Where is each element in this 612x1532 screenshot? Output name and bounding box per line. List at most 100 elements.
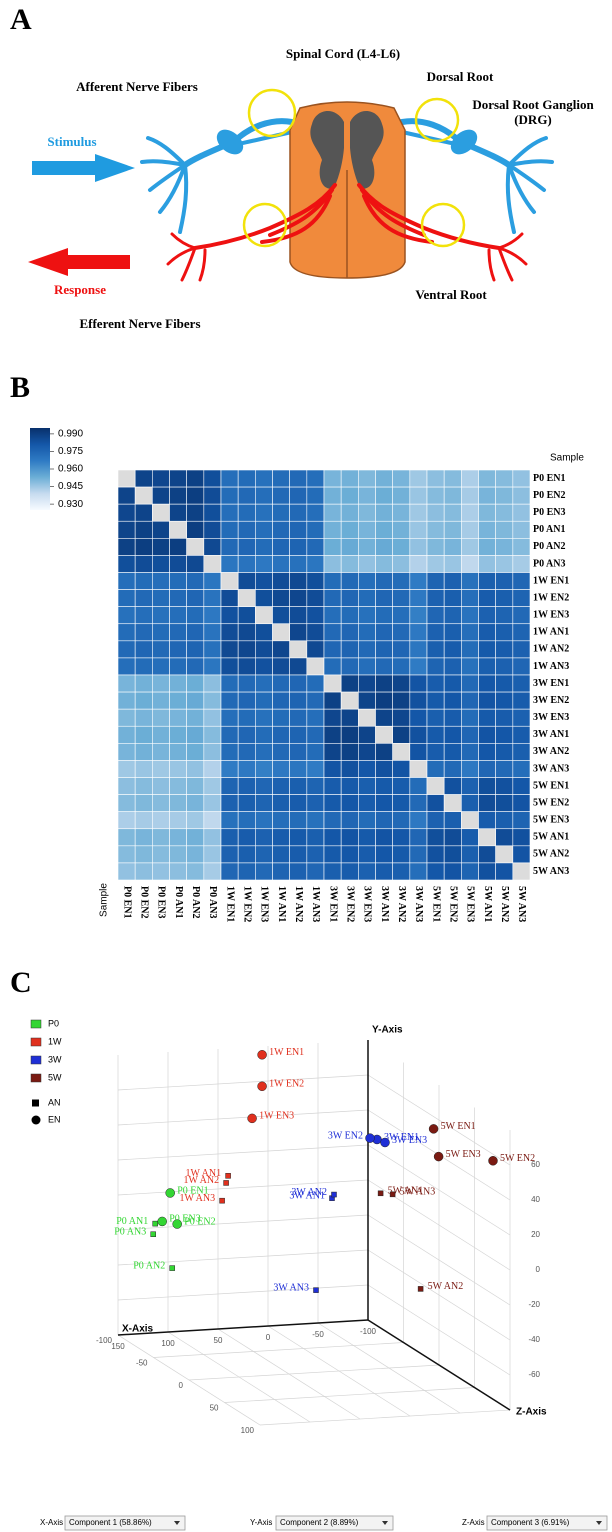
heatmap-cell (478, 743, 496, 761)
column-label: 5W EN1 (430, 886, 441, 922)
point (165, 1188, 175, 1198)
row-label: 1W AN2 (533, 644, 569, 655)
heatmap-cell (358, 555, 376, 573)
y-tick-label: 0 (536, 1265, 541, 1274)
x-tick-label: 50 (214, 1336, 223, 1345)
heatmap-cell (306, 674, 325, 693)
heatmap-cell (340, 811, 359, 830)
heatmap-cell (134, 794, 153, 812)
gray-matter (350, 110, 384, 189)
heatmap-cell (237, 486, 256, 505)
heatmap-cell (461, 760, 479, 778)
heatmap-cell (495, 572, 514, 590)
heatmap-cell (134, 760, 153, 778)
heatmap-cell (255, 640, 273, 659)
grid-line (117, 1179, 369, 1196)
afferent-nerve-left (140, 118, 295, 234)
heatmap-cell (117, 606, 136, 625)
heatmap-cell (461, 555, 479, 573)
heatmap-cell (461, 623, 479, 642)
heatmap-cell (392, 538, 411, 556)
dropdown-value[interactable]: Component 2 (8.89%) (280, 1518, 359, 1527)
column-label: P0 AN3 (207, 886, 218, 919)
heatmap-cell (512, 691, 531, 710)
heatmap-cell (203, 503, 222, 522)
heatmap-cell (289, 708, 308, 727)
heatmap-cell (152, 828, 170, 847)
heatmap-cell (203, 811, 222, 830)
heatmap-cell (340, 623, 359, 642)
dropdown-value[interactable]: Component 1 (58.86%) (69, 1518, 152, 1527)
heatmap-cell (203, 486, 222, 505)
heatmap-cell (289, 486, 308, 505)
heatmap-cell (289, 794, 308, 812)
heatmap-cell (220, 725, 239, 744)
heatmap-cell (478, 708, 496, 727)
point (428, 1124, 439, 1134)
heatmap-cell (495, 674, 514, 693)
heatmap-cell (152, 606, 170, 625)
heatmap-cell (134, 828, 153, 847)
heatmap-cell (134, 640, 153, 659)
heatmap-cell (461, 640, 479, 659)
heatmap-cell (134, 623, 153, 642)
diagonal-cell (323, 674, 342, 693)
diagonal-cell (426, 777, 445, 795)
heatmap-cell (426, 862, 445, 881)
heatmap-cell (512, 828, 531, 847)
heatmap-cell (272, 862, 290, 881)
axis-title: X-Axis (122, 1324, 154, 1335)
heatmap-cell (220, 811, 239, 830)
heatmap-cell (203, 469, 222, 488)
row-label: 1W EN2 (533, 592, 569, 603)
heatmap-cell (117, 572, 136, 590)
grid-line (117, 1144, 369, 1161)
heatmap-cell (478, 520, 496, 539)
row-label: 3W AN3 (533, 763, 569, 774)
dropdown-value[interactable]: Component 3 (6.91%) (491, 1518, 570, 1527)
heatmap-cell (358, 845, 376, 864)
heatmap-cell (169, 862, 187, 881)
heatmap-cell (512, 777, 531, 795)
grid-line (117, 1284, 369, 1301)
row-label: 3W EN1 (533, 678, 569, 689)
heatmap-cell (323, 828, 342, 847)
heatmap-cell (409, 657, 428, 676)
row-label: 3W EN2 (533, 695, 569, 706)
point-label: P0 AN3 (114, 1227, 146, 1238)
heatmap-cell (340, 469, 359, 488)
heatmap-cell (169, 503, 187, 522)
heatmap-cell (272, 674, 290, 693)
heatmap-cell (186, 640, 205, 659)
point (152, 1220, 158, 1227)
heatmap-cell (461, 657, 479, 676)
heatmap-cell (478, 725, 496, 744)
heatmap-cell (426, 743, 445, 761)
heatmap-cell (152, 555, 170, 573)
column-label: P0 EN3 (156, 886, 167, 919)
colorbar-tick-label: 0.930 (58, 499, 83, 510)
heatmap-cell (358, 777, 376, 795)
row-label: P0 AN1 (533, 524, 566, 535)
heatmap-cell (409, 640, 428, 659)
heatmap-cell (186, 623, 205, 642)
dropdown[interactable] (275, 1515, 394, 1531)
heatmap-cell (443, 828, 462, 847)
heatmap-cell (495, 486, 514, 505)
heatmap-cell (478, 640, 496, 659)
heatmap-cell (495, 691, 514, 710)
heatmap-cell (289, 862, 308, 881)
heatmap-cell (443, 538, 462, 556)
point-label: 3W EN3 (392, 1135, 427, 1146)
heatmap-cell (340, 777, 359, 795)
heatmap-cell (237, 657, 256, 676)
legend-label: P0 (48, 1018, 59, 1028)
column-label: 3W AN3 (413, 886, 424, 922)
heatmap-cell (272, 486, 290, 505)
dropdown[interactable] (486, 1515, 608, 1531)
diagonal-cell (272, 623, 290, 642)
heatmap-cell (203, 589, 222, 607)
point-label: 5W AN2 (428, 1281, 464, 1292)
heatmap-cell (478, 674, 496, 693)
dropdown[interactable] (64, 1515, 186, 1531)
